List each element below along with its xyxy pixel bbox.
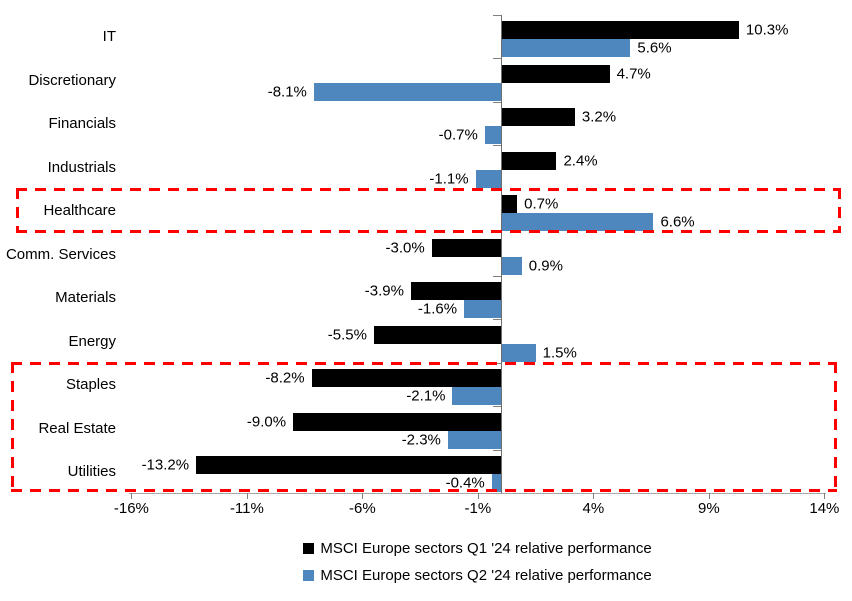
x-axis-tick (362, 493, 364, 499)
bar-q1 (373, 325, 501, 344)
bar-q2 (501, 39, 631, 57)
x-axis-tick-label: -16% (113, 500, 149, 517)
y-axis-tick (493, 145, 501, 146)
x-axis-tick-label: 14% (809, 500, 840, 517)
bar-q1 (293, 412, 501, 431)
bar-value-label: 10.3% (745, 21, 789, 39)
highlight-box-healthcare-bottom-edge (16, 229, 841, 233)
bar-q1 (501, 21, 739, 39)
highlight-box-healthcare-top-edge (16, 187, 841, 191)
category-label: Utilities (67, 463, 116, 480)
x-axis-tick (593, 493, 595, 499)
highlight-box-healthcare (16, 187, 841, 233)
bar-value-label: -2.1% (406, 387, 446, 405)
category-label: Materials (55, 289, 116, 306)
highlight-box-staples-realestate-utilities-left-edge (11, 361, 14, 492)
bar-value-label: -8.1% (267, 83, 307, 100)
x-axis-tick-label: 4% (582, 500, 605, 517)
bar-value-label: -1.6% (417, 300, 458, 318)
bar-value-label: 2.4% (563, 152, 598, 169)
bar-value-label: 0.9% (528, 257, 563, 274)
x-axis-tick-label: -6% (349, 500, 376, 517)
bar-q1 (501, 195, 518, 213)
y-axis-tick (493, 406, 501, 407)
legend-marker-q2-icon (303, 570, 315, 581)
x-axis-tick-label: -1% (464, 500, 492, 517)
y-axis-line (501, 15, 502, 494)
x-axis-tick (477, 493, 479, 499)
bar-value-label: 4.7% (616, 65, 651, 82)
category-label: Real Estate (38, 419, 116, 437)
category-label: Comm. Services (5, 245, 116, 263)
bar-value-label: 6.6% (660, 213, 695, 231)
legend-item-q1: MSCI Europe sectors Q1 '24 relative perf… (303, 540, 652, 557)
bar-value-label: 0.7% (524, 195, 559, 213)
bar-q2 (452, 387, 501, 405)
bar-q1 (196, 456, 501, 474)
bar-value-label: -0.4% (445, 474, 485, 492)
bar-q1 (410, 282, 501, 300)
bar-q2 (484, 126, 501, 144)
x-axis-tick (708, 493, 710, 499)
legend-item-q2: MSCI Europe sectors Q2 '24 relative perf… (303, 567, 652, 584)
legend-marker-q1-icon (303, 543, 315, 554)
x-axis-line (129, 493, 826, 494)
y-axis-tick (493, 14, 501, 16)
bar-value-label: -3.9% (364, 282, 404, 300)
bar-q2 (447, 430, 501, 449)
highlight-box-healthcare-right-edge (838, 187, 841, 233)
legend: MSCI Europe sectors Q1 '24 relative perf… (129, 540, 826, 584)
bar-q2 (313, 82, 501, 101)
category-label: Energy (68, 332, 116, 350)
bar-value-label: -5.5% (327, 326, 367, 343)
category-label: Financials (48, 115, 116, 132)
x-axis-tick (824, 493, 826, 499)
bar-q1 (501, 108, 575, 126)
bar-value-label: -8.2% (265, 369, 305, 387)
bar-q2 (491, 474, 501, 492)
y-axis-tick (493, 319, 501, 320)
bar-value-label: -13.2% (141, 456, 190, 474)
bar-value-label: -1.1% (429, 170, 469, 187)
x-axis-tick-label: -11% (229, 500, 264, 517)
bar-value-label: 1.5% (542, 344, 577, 361)
x-axis-tick-label: 9% (698, 500, 720, 517)
bar-q2 (464, 300, 501, 318)
legend-label-q2: MSCI Europe sectors Q2 '24 relative perf… (320, 567, 652, 584)
bar-value-label: -0.7% (438, 126, 478, 144)
highlight-box-healthcare-left-edge (16, 187, 19, 233)
highlight-box-staples-realestate-utilities-top-edge (11, 361, 837, 365)
bar-q2 (501, 343, 536, 362)
highlight-box-staples-realestate-utilities (11, 361, 837, 492)
bar-value-label: 3.2% (581, 108, 617, 126)
category-label: Discretionary (28, 71, 116, 89)
bar-value-label: -9.0% (246, 413, 287, 430)
y-axis-tick (493, 58, 501, 59)
highlight-box-staples-realestate-utilities-bottom-edge (11, 489, 837, 492)
highlight-box-staples-realestate-utilities-right-edge (834, 361, 837, 492)
legend-label-q1: MSCI Europe sectors Q1 '24 relative perf… (320, 540, 652, 557)
y-axis-tick (493, 101, 501, 103)
y-axis-tick (493, 232, 501, 233)
bar-q1 (501, 151, 557, 170)
bar-q1 (431, 238, 501, 257)
category-label: Healthcare (43, 202, 116, 219)
bar-q1 (501, 64, 610, 83)
x-axis-tick (246, 493, 248, 499)
bar-value-label: 5.6% (637, 39, 672, 57)
category-label: IT (102, 28, 116, 45)
bar-q1 (311, 369, 501, 387)
bar-q2 (501, 213, 654, 231)
category-label: Staples (65, 376, 116, 393)
bar-value-label: -3.0% (385, 239, 425, 256)
category-label: Industrials (47, 158, 116, 176)
bar-value-label: -2.3% (401, 431, 441, 448)
bar-q2 (475, 169, 501, 188)
y-axis-tick (493, 449, 501, 451)
y-axis-tick (493, 275, 501, 277)
x-axis-tick (131, 493, 133, 499)
bar-q2 (501, 256, 522, 275)
